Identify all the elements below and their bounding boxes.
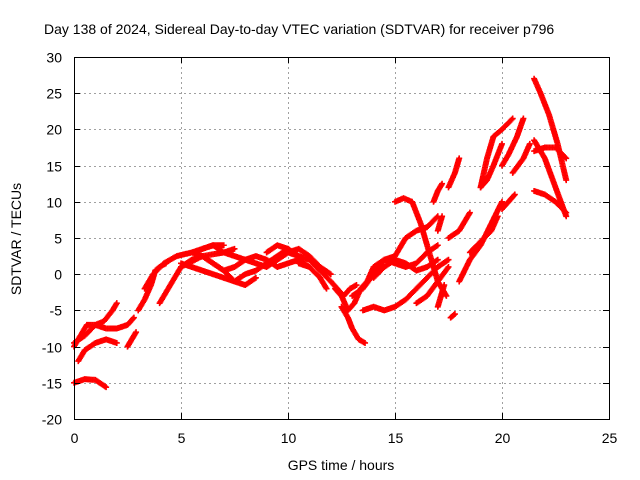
y-tick-label: 15 [46, 159, 62, 175]
data-point [526, 140, 533, 147]
y-tick-label: 25 [46, 86, 62, 102]
data-point [562, 208, 569, 215]
data-point [494, 213, 501, 220]
data-point [451, 311, 458, 318]
data-point [231, 245, 238, 252]
data-point [113, 300, 120, 307]
data-point [252, 274, 259, 281]
data-series [188, 249, 259, 289]
data-point [508, 116, 515, 123]
y-tick-label: -10 [42, 340, 62, 356]
x-tick-label: 0 [71, 430, 79, 446]
data-point [563, 155, 570, 162]
data-point [499, 140, 505, 147]
data-series [338, 303, 369, 346]
data-point [133, 329, 140, 336]
data-point [439, 180, 446, 187]
data-point [441, 282, 448, 289]
data-point [563, 209, 570, 216]
x-tick-label: 10 [281, 430, 297, 446]
y-tick-label: 10 [46, 195, 62, 211]
y-tick-label: 5 [54, 231, 62, 247]
y-tick-label: -15 [42, 376, 62, 392]
data-point [433, 243, 440, 250]
data-point [466, 209, 473, 216]
axis-ticks: 0 5 10 15 20 25 -20 -15 -10 -5 0 5 10 15 20 25 30 [42, 50, 618, 447]
data-point [163, 260, 170, 267]
data-series [445, 209, 473, 241]
data-series [499, 191, 518, 213]
data-point [434, 242, 441, 249]
data-series [499, 115, 527, 169]
data-point [434, 256, 441, 263]
x-axis-label: GPS time / hours [288, 457, 395, 473]
data-point [251, 275, 258, 282]
data-point [445, 256, 452, 263]
data-point [450, 311, 457, 318]
data-point [509, 115, 516, 122]
data-series [434, 282, 448, 310]
data-point [323, 285, 330, 292]
y-tick-label: -5 [50, 303, 63, 319]
grid [74, 57, 609, 419]
chart-title: Day 138 of 2024, Sidereal Day-to-day VTE… [44, 21, 554, 37]
y-tick-label: -20 [42, 412, 62, 428]
data-point [439, 213, 446, 220]
data-series [349, 213, 441, 299]
data-point [444, 257, 451, 264]
data-point [499, 198, 505, 205]
data-point [520, 115, 527, 122]
data-series [434, 213, 446, 234]
x-tick-label: 5 [178, 430, 186, 446]
data-point [101, 383, 108, 390]
data-point [443, 292, 450, 299]
data-point [510, 192, 517, 199]
data-series [477, 140, 505, 191]
data-series [531, 187, 570, 216]
data-series [466, 213, 501, 256]
data-series [413, 263, 452, 307]
data-series [430, 180, 446, 205]
data-point [113, 339, 120, 346]
data-point [326, 270, 333, 277]
y-tick-label: 0 [54, 267, 62, 283]
data-point [353, 282, 360, 289]
data-series [295, 260, 330, 292]
data-point [130, 314, 137, 321]
data-series [75, 336, 120, 365]
data-point [562, 154, 569, 161]
x-tick-label: 15 [388, 430, 404, 446]
y-tick-label: 30 [46, 50, 62, 66]
data-series [71, 314, 137, 346]
data-point [563, 177, 570, 184]
data-point [327, 271, 334, 278]
x-tick-label: 25 [602, 430, 618, 446]
y-tick-label: 20 [46, 122, 62, 138]
data-point [445, 263, 452, 270]
data-series [124, 329, 140, 350]
data-point [362, 339, 369, 346]
data-point [456, 155, 463, 162]
data-point [103, 384, 110, 391]
data-series [152, 260, 170, 274]
data-point [433, 257, 440, 264]
x-tick-label: 20 [495, 430, 511, 446]
y-axis-label: SDTVAR / TECUs [8, 183, 24, 295]
data-series [531, 144, 570, 162]
data-point [511, 191, 518, 198]
data-series [359, 256, 452, 314]
data-points [71, 75, 570, 391]
data-point [220, 242, 227, 249]
data-series [509, 140, 533, 176]
data-series [447, 311, 458, 321]
data-point [130, 315, 137, 322]
data-series [274, 245, 334, 278]
data-series [445, 155, 463, 191]
